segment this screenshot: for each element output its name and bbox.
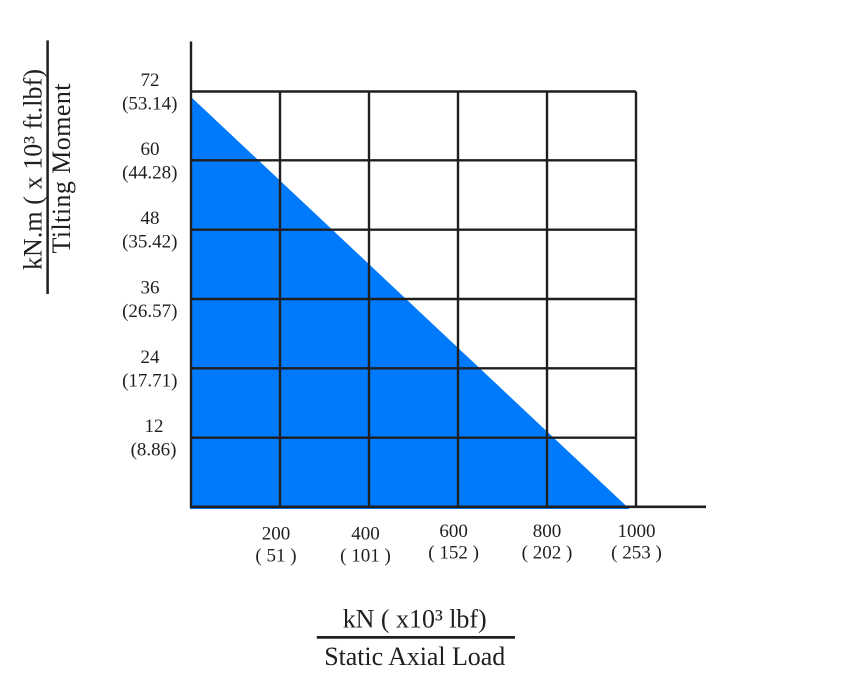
svg-text:60: 60	[141, 139, 160, 160]
svg-text:( 253 ): ( 253 )	[611, 543, 662, 564]
svg-text:400: 400	[351, 524, 380, 545]
svg-text:36: 36	[141, 278, 160, 299]
svg-text:kN.m ( x 10³ ft.lbf): kN.m ( x 10³ ft.lbf)	[19, 69, 48, 270]
svg-text:800: 800	[533, 521, 562, 542]
svg-text:(53.14): (53.14)	[122, 94, 177, 115]
svg-text:Static Axial Load: Static Axial Load	[324, 642, 505, 671]
svg-text:kN ( x10³ lbf): kN ( x10³ lbf)	[343, 605, 487, 634]
svg-text:1000: 1000	[618, 521, 656, 542]
svg-text:600: 600	[439, 521, 468, 542]
svg-text:(35.42): (35.42)	[122, 232, 177, 253]
svg-text:12: 12	[145, 416, 164, 437]
svg-text:Tilting Moment: Tilting Moment	[47, 83, 76, 254]
svg-text:( 51 ): ( 51 )	[255, 546, 296, 567]
svg-text:( 152 ): ( 152 )	[428, 543, 479, 564]
svg-text:24: 24	[141, 347, 161, 368]
svg-text:(26.57): (26.57)	[122, 301, 177, 322]
svg-text:(44.28): (44.28)	[122, 162, 177, 183]
svg-text:(8.86): (8.86)	[131, 440, 177, 461]
svg-text:200: 200	[262, 524, 291, 545]
svg-text:(17.71): (17.71)	[122, 370, 177, 391]
svg-text:48: 48	[141, 208, 160, 229]
svg-text:( 202 ): ( 202 )	[522, 543, 573, 564]
svg-text:72: 72	[141, 70, 160, 91]
svg-text:( 101 ): ( 101 )	[340, 546, 391, 567]
